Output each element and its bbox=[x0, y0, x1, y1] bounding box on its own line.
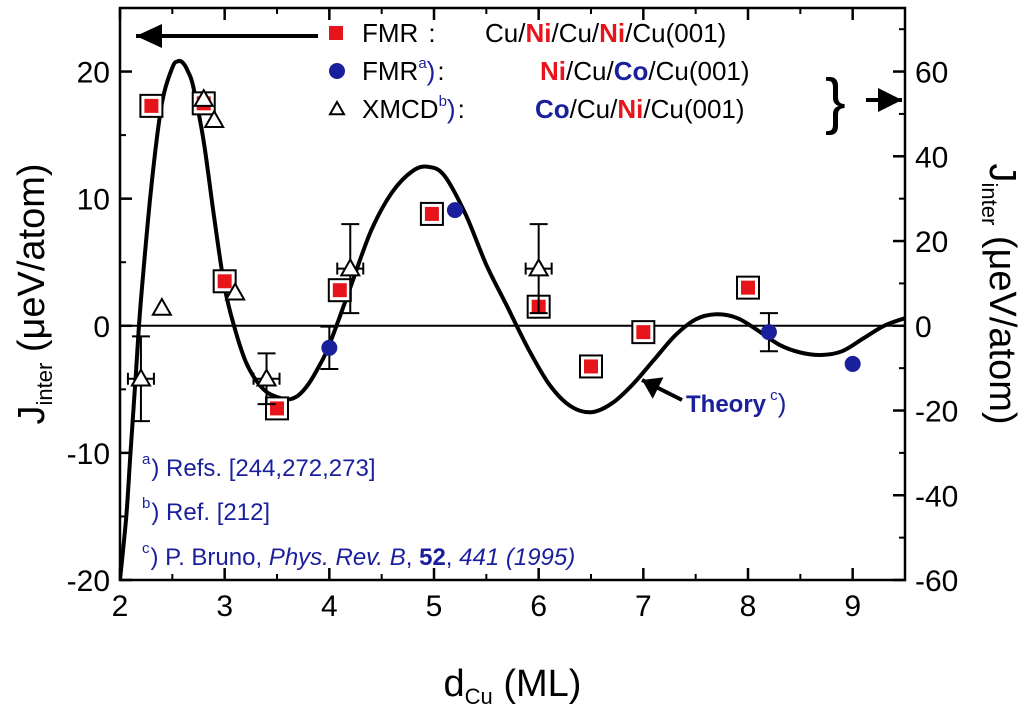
theory-curve bbox=[120, 58, 905, 580]
y2-tick-label: -60 bbox=[915, 565, 958, 598]
x-tick-label: 7 bbox=[635, 590, 652, 623]
legend-circle-marker bbox=[329, 63, 345, 79]
data-point-circle bbox=[321, 339, 338, 356]
y-tick-label: 10 bbox=[77, 184, 110, 217]
data-point-circle bbox=[844, 355, 861, 372]
data-point-triangle bbox=[193, 88, 215, 107]
legend-entry: FMR: Cu/Ni/Cu/Ni/Cu(001) bbox=[329, 18, 726, 48]
legend-sample: Cu/Ni/Cu/Ni/Cu(001) bbox=[485, 18, 726, 48]
y-tick-label: -10 bbox=[67, 438, 110, 471]
y2-axis-title: Jinter (μeV/atom) bbox=[977, 163, 1023, 424]
footnote: b) Ref. [212] bbox=[142, 495, 270, 526]
y-tick-label: 0 bbox=[93, 311, 110, 344]
data-point-triangle bbox=[527, 257, 550, 277]
y-tick-label: -20 bbox=[67, 565, 110, 598]
y-axis-title: Jinter (μeV/atom) bbox=[11, 163, 57, 424]
series-square bbox=[139, 91, 760, 421]
x-tick-label: 9 bbox=[844, 590, 861, 623]
data-point-circle bbox=[446, 202, 463, 219]
plot-border bbox=[118, 6, 907, 582]
data-point-square bbox=[217, 274, 232, 289]
y-tick-label: 20 bbox=[77, 57, 110, 90]
data-point-square bbox=[741, 280, 755, 295]
arrow-theory-head bbox=[642, 377, 664, 399]
series-triangle bbox=[126, 88, 553, 423]
data-point-square bbox=[636, 325, 651, 340]
legend-label: FMRa): bbox=[362, 55, 445, 86]
data-point-square bbox=[584, 359, 598, 374]
y2-tick-label: 20 bbox=[915, 226, 948, 259]
footnote: a) Refs. [244,272,273] bbox=[142, 451, 376, 482]
data-point-triangle bbox=[151, 296, 173, 316]
legend-square-marker bbox=[329, 26, 343, 40]
y2-tick-label: -40 bbox=[915, 480, 958, 513]
arrow-left-axis-head bbox=[136, 24, 162, 48]
arrow-right-axis-head bbox=[878, 88, 902, 112]
data-point-triangle bbox=[224, 281, 246, 301]
legend-entry: XMCDb): Co/Cu/Ni/Cu(001) bbox=[328, 93, 745, 124]
data-points-layer bbox=[126, 88, 861, 423]
y2-tick-label: 0 bbox=[915, 311, 932, 344]
legend-label: FMR: bbox=[362, 18, 436, 48]
x-tick-label: 4 bbox=[321, 590, 338, 623]
theory-curve-layer bbox=[120, 58, 905, 580]
x-tick-label: 3 bbox=[216, 590, 233, 623]
legend-label: XMCDb): bbox=[362, 93, 465, 124]
x-tick-label: 8 bbox=[740, 590, 757, 623]
x-tick-label: 5 bbox=[426, 590, 443, 623]
x-axis-title: dCu (ML) bbox=[444, 663, 582, 705]
data-point-square bbox=[424, 206, 439, 221]
x-tick-label: 6 bbox=[530, 590, 547, 623]
y2-tick-label: 60 bbox=[915, 57, 948, 90]
data-point-circle bbox=[760, 324, 777, 341]
data-point-triangle bbox=[339, 257, 361, 277]
series-circle bbox=[320, 202, 861, 372]
x-tick-label: 2 bbox=[112, 590, 129, 623]
plot-frame bbox=[118, 6, 907, 582]
footnote: c) P. Bruno, Phys. Rev. B, 52, 441 (1995… bbox=[142, 540, 575, 571]
legend: FMR: Cu/Ni/Cu/Ni/Cu(001) FMRa): Ni/Cu/Co/Cu… bbox=[136, 18, 902, 402]
annotations: Theory c) a) Refs. [244,272,273] b) Ref. [… bbox=[142, 387, 786, 571]
legend-brace: } bbox=[825, 67, 846, 136]
theory-label: Theory c) bbox=[686, 387, 786, 418]
data-point-triangle bbox=[255, 367, 278, 387]
data-point-triangle bbox=[203, 109, 225, 129]
legend-sample: Ni/Cu/Co/Cu(001) bbox=[540, 56, 750, 86]
legend-entry: FMRa): Ni/Cu/Co/Cu(001) bbox=[329, 55, 750, 86]
data-point-square bbox=[144, 98, 159, 113]
data-point-square bbox=[332, 283, 347, 298]
legend-sample: Co/Cu/Ni/Cu(001) bbox=[535, 94, 745, 124]
ticks-layer: 2 3 4 5 6 7 8 9 -20 -10 0 10 20 -60 -40 -20 0 20 40 60 dCu (… bbox=[11, 8, 1023, 705]
data-point-triangle bbox=[130, 367, 152, 387]
y2-tick-label: 40 bbox=[915, 141, 948, 174]
legend-triangle-marker bbox=[328, 99, 346, 116]
y2-tick-label: -20 bbox=[915, 396, 958, 429]
